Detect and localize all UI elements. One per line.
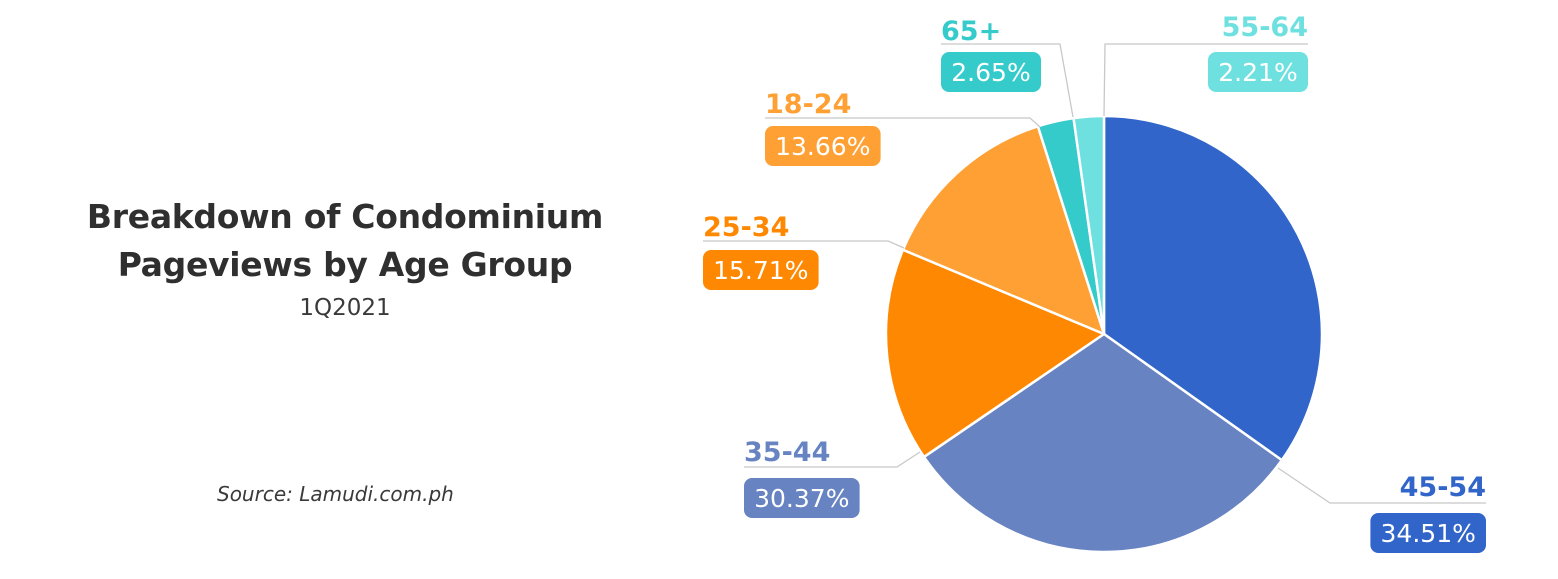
value-label-35-44: 30.37% bbox=[754, 484, 849, 513]
value-badge-35-44 bbox=[744, 478, 860, 518]
leader-line-35-44 bbox=[744, 451, 921, 468]
slice-label-18-24: 18-24 bbox=[765, 89, 851, 120]
value-label-25-34: 15.71% bbox=[713, 256, 808, 285]
value-label-55-64: 2.21% bbox=[1218, 58, 1297, 87]
leader-line-18-24 bbox=[765, 117, 1041, 128]
value-badge-55-64 bbox=[1208, 52, 1308, 92]
leader-line-55-64 bbox=[1103, 43, 1308, 117]
value-badge-45-54 bbox=[1370, 513, 1486, 553]
slice-labels: 45-54 34.51% 35-44 30.37% 25-34 15.71% 18-24 13… bbox=[703, 12, 1486, 553]
value-badge-65-plus bbox=[941, 52, 1041, 92]
pie-slice-25-34 bbox=[884, 248, 1106, 459]
pie-slice-45-54 bbox=[1102, 114, 1324, 462]
leader-lines bbox=[703, 43, 1486, 504]
pie-slice-35-44 bbox=[922, 332, 1284, 554]
source-note: Source: Lamudi.com.ph bbox=[217, 482, 454, 506]
value-label-65-plus: 2.65% bbox=[951, 58, 1030, 87]
pie-slice-55-64 bbox=[1072, 114, 1106, 336]
slice-label-65-plus: 65+ bbox=[941, 16, 1001, 47]
pie-slices bbox=[884, 114, 1324, 554]
slice-label-45-54: 45-54 bbox=[1400, 472, 1486, 503]
value-label-18-24: 13.66% bbox=[775, 132, 870, 161]
chart-title-block: Breakdown of Condominium Pageviews by Ag… bbox=[30, 193, 660, 321]
leader-line-45-54 bbox=[1277, 467, 1486, 504]
value-badge-18-24 bbox=[765, 126, 881, 166]
chart-subtitle: 1Q2021 bbox=[299, 295, 391, 321]
leader-line-65-plus bbox=[941, 43, 1074, 118]
value-badge-25-34 bbox=[703, 250, 819, 290]
chart-title-line-1: Breakdown of Condominium bbox=[86, 197, 604, 236]
value-label-45-54: 34.51% bbox=[1381, 519, 1476, 548]
chart-title-line-2: Pageviews by Age Group bbox=[117, 245, 573, 284]
slice-label-35-44: 35-44 bbox=[744, 437, 830, 468]
slice-label-55-64: 55-64 bbox=[1222, 12, 1308, 43]
slice-label-25-34: 25-34 bbox=[703, 212, 789, 243]
leader-line-25-34 bbox=[703, 240, 905, 249]
